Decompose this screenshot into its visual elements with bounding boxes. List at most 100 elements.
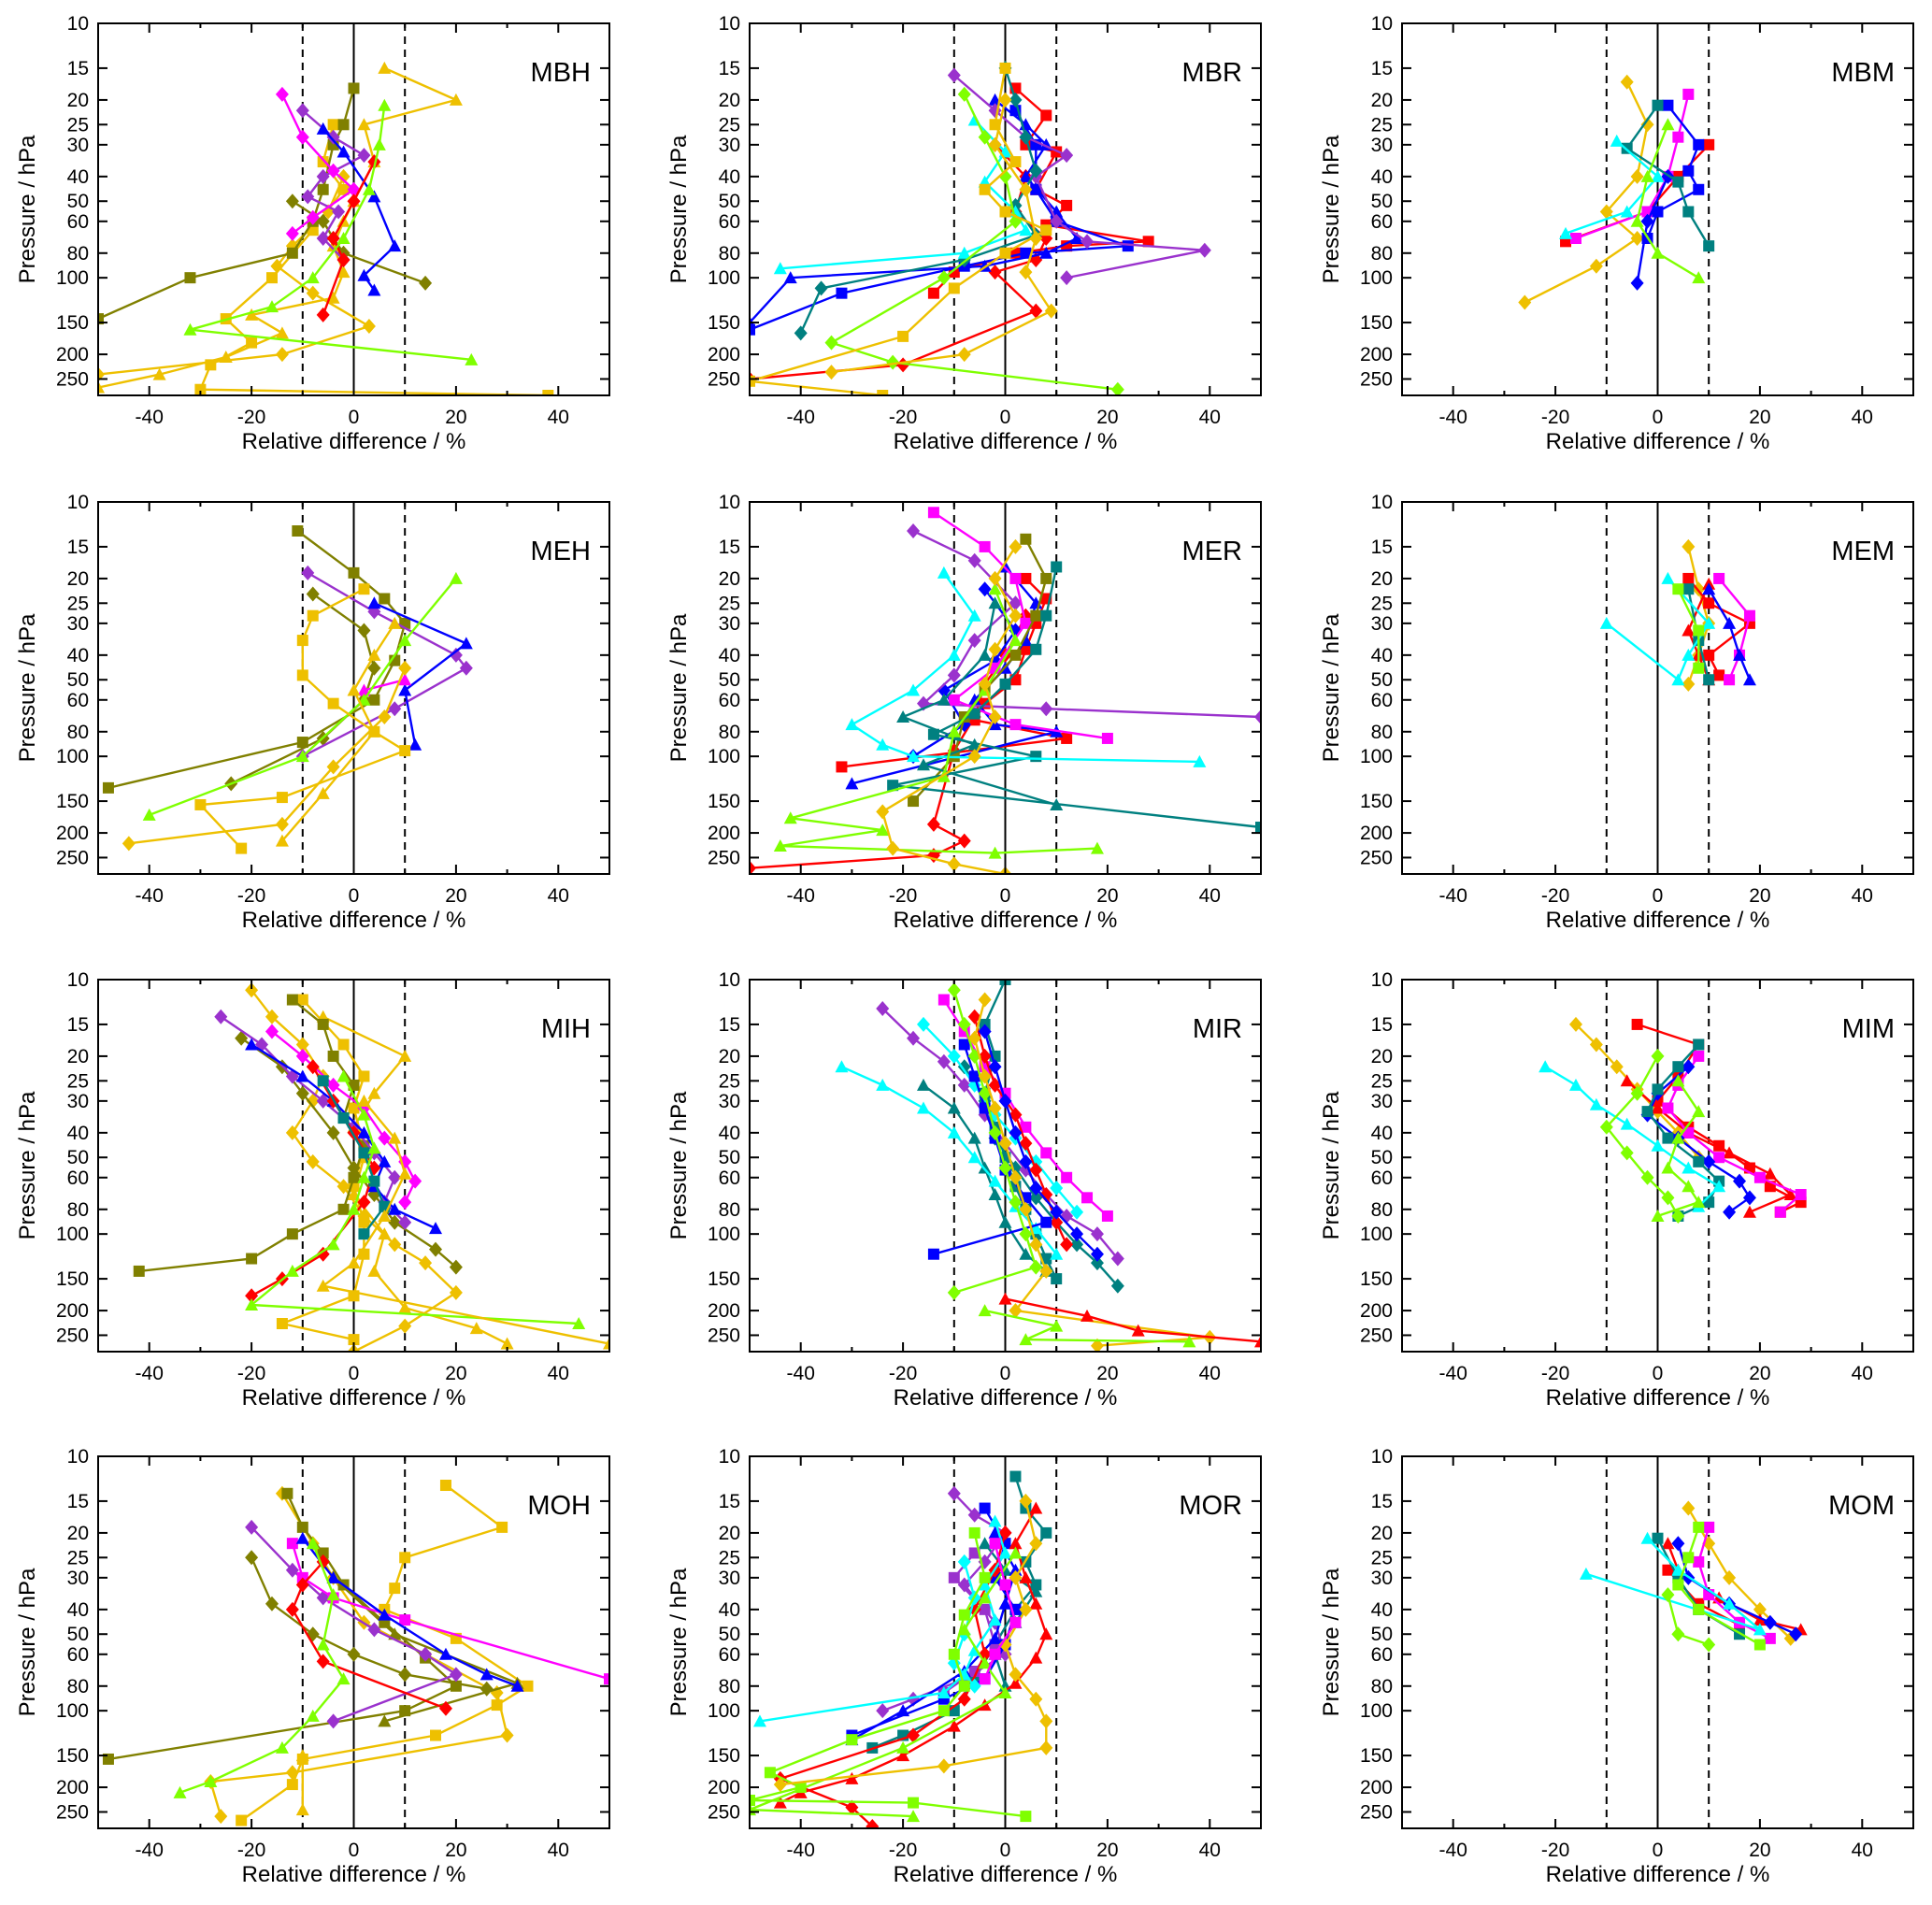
data-point bbox=[1122, 240, 1134, 252]
data-point bbox=[398, 683, 412, 696]
data-point bbox=[246, 1253, 258, 1265]
data-point bbox=[281, 1487, 293, 1499]
y-tick-label: 40 bbox=[719, 1599, 740, 1621]
data-point bbox=[316, 122, 330, 135]
data-point bbox=[1019, 223, 1033, 236]
data-point bbox=[317, 1547, 329, 1559]
data-point bbox=[1030, 609, 1042, 622]
data-point bbox=[1009, 1537, 1023, 1550]
data-point bbox=[1702, 1153, 1716, 1169]
y-tick-label: 150 bbox=[708, 312, 740, 334]
data-point bbox=[907, 1030, 921, 1046]
data-point bbox=[301, 189, 315, 205]
data-point bbox=[1060, 270, 1074, 286]
data-point bbox=[245, 1288, 259, 1304]
data-series-group bbox=[750, 1470, 1053, 1828]
data-point bbox=[1671, 1536, 1685, 1552]
y-tick-label: 250 bbox=[1360, 1801, 1393, 1823]
data-point bbox=[142, 808, 156, 821]
data-point bbox=[348, 1171, 360, 1183]
x-axis-title: Relative difference / % bbox=[1546, 429, 1770, 454]
y-tick-label: 80 bbox=[719, 1199, 740, 1221]
data-point bbox=[367, 1264, 381, 1277]
data-point bbox=[967, 1030, 981, 1046]
data-point bbox=[1702, 582, 1716, 595]
data-point bbox=[1009, 595, 1023, 611]
data-point bbox=[978, 1304, 992, 1317]
data-point bbox=[1070, 231, 1084, 244]
y-tick-label: 250 bbox=[1360, 1325, 1393, 1346]
data-point bbox=[1682, 1552, 1695, 1564]
data-point bbox=[750, 1795, 755, 1807]
data-point bbox=[276, 1318, 288, 1330]
y-tick-label: 20 bbox=[1371, 90, 1393, 111]
y-tick-label: 150 bbox=[1360, 791, 1393, 812]
data-point bbox=[1019, 1153, 1033, 1169]
data-series-group bbox=[1599, 538, 1756, 692]
y-axis-title: Pressure / hPa bbox=[15, 613, 40, 762]
data-point bbox=[1671, 1074, 1685, 1087]
x-tick-label: 0 bbox=[349, 1363, 360, 1384]
data-point bbox=[378, 1608, 392, 1621]
data-point bbox=[1142, 236, 1154, 248]
x-tick-label: 0 bbox=[1000, 1840, 1011, 1861]
data-point bbox=[194, 383, 207, 395]
y-tick-label: 200 bbox=[708, 344, 740, 365]
x-axis-title: Relative difference / % bbox=[1546, 908, 1770, 933]
data-point bbox=[1019, 1226, 1033, 1242]
data-point bbox=[1693, 662, 1705, 674]
data-point bbox=[1029, 163, 1043, 179]
y-tick-label: 250 bbox=[56, 1325, 89, 1346]
y-tick-label: 60 bbox=[1371, 690, 1393, 711]
data-point bbox=[275, 834, 289, 847]
data-point bbox=[927, 287, 939, 299]
data-series-group bbox=[1538, 1016, 1807, 1224]
data-point bbox=[1009, 1616, 1022, 1628]
x-tick-label: -40 bbox=[787, 1840, 815, 1861]
data-point bbox=[1019, 1601, 1033, 1617]
data-point bbox=[1672, 176, 1684, 188]
data-point bbox=[327, 1050, 339, 1062]
data-point bbox=[937, 566, 951, 579]
data-point bbox=[378, 61, 392, 74]
series-line bbox=[952, 989, 1038, 1295]
x-tick-label: 40 bbox=[548, 885, 569, 907]
data-point bbox=[750, 860, 756, 874]
x-tick-label: 0 bbox=[1653, 407, 1664, 428]
data-point bbox=[1651, 246, 1665, 259]
x-tick-label: 40 bbox=[1852, 885, 1873, 907]
data-point bbox=[916, 1016, 930, 1032]
data-point bbox=[1671, 1626, 1685, 1642]
data-point bbox=[1723, 1597, 1737, 1610]
data-point bbox=[947, 1048, 961, 1064]
data-point bbox=[1020, 1121, 1032, 1133]
data-point bbox=[1090, 1255, 1104, 1271]
data-point bbox=[1693, 183, 1705, 195]
data-point bbox=[1693, 1603, 1705, 1615]
data-point bbox=[1671, 1208, 1685, 1224]
data-point bbox=[836, 761, 848, 773]
data-point bbox=[886, 354, 900, 370]
data-point bbox=[1039, 701, 1053, 717]
data-point bbox=[1589, 1037, 1603, 1053]
x-tick-label: 40 bbox=[548, 1363, 569, 1384]
data-point bbox=[1662, 99, 1674, 111]
data-point bbox=[916, 1078, 930, 1091]
x-tick-label: 0 bbox=[1653, 1363, 1664, 1384]
data-point bbox=[347, 683, 361, 696]
x-tick-label: -40 bbox=[1439, 1840, 1467, 1861]
data-point bbox=[988, 1187, 1002, 1200]
data-point bbox=[957, 1059, 971, 1075]
data-point bbox=[978, 1591, 992, 1604]
y-tick-label: 200 bbox=[1360, 1300, 1393, 1322]
y-tick-label: 150 bbox=[1360, 312, 1393, 334]
y-tick-label: 10 bbox=[67, 969, 89, 991]
data-point bbox=[245, 308, 259, 321]
series-line bbox=[240, 1037, 457, 1268]
data-point bbox=[988, 1514, 1002, 1527]
data-point bbox=[998, 1637, 1012, 1653]
data-point bbox=[907, 750, 921, 763]
data-point bbox=[1131, 1324, 1145, 1337]
